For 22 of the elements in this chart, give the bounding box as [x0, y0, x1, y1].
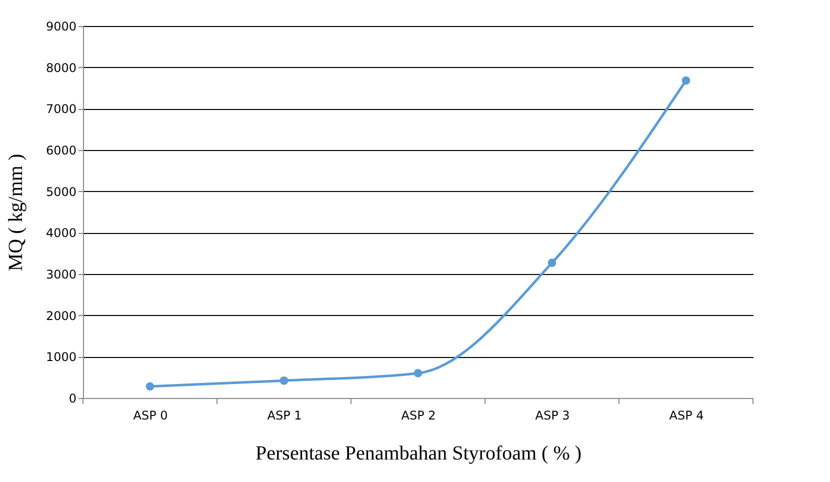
x-tick-label: ASP 2: [401, 408, 436, 422]
y-tick-label: 5000: [46, 184, 76, 199]
point: [146, 382, 154, 391]
y-tick-label: 7000: [46, 102, 76, 116]
point: [682, 76, 690, 85]
y-tick-label: 2000: [46, 308, 76, 323]
x-axis-title: Persentase Penambahan Styrofoam ( % ): [255, 442, 582, 464]
point: [548, 258, 556, 268]
y-tick-label: 1000: [46, 350, 76, 364]
x-tick-label: ASP 4: [669, 408, 704, 422]
y-tick-label: 8000: [46, 60, 76, 75]
y-axis-title: MQ ( kg/mm ): [4, 154, 27, 272]
y-tick-label: 4000: [46, 226, 76, 240]
x-tick-label: ASP 3: [535, 408, 570, 422]
y-tick-label: 3000: [46, 268, 76, 282]
point: [280, 376, 288, 385]
x-tick-label: ASP 1: [267, 408, 302, 422]
y-tick-label: 0: [68, 392, 76, 406]
y-tick-label: 9000: [46, 20, 76, 34]
y-tick-label: 6000: [46, 144, 76, 158]
point: [414, 369, 422, 378]
x-tick-label: ASP 0: [133, 408, 168, 422]
